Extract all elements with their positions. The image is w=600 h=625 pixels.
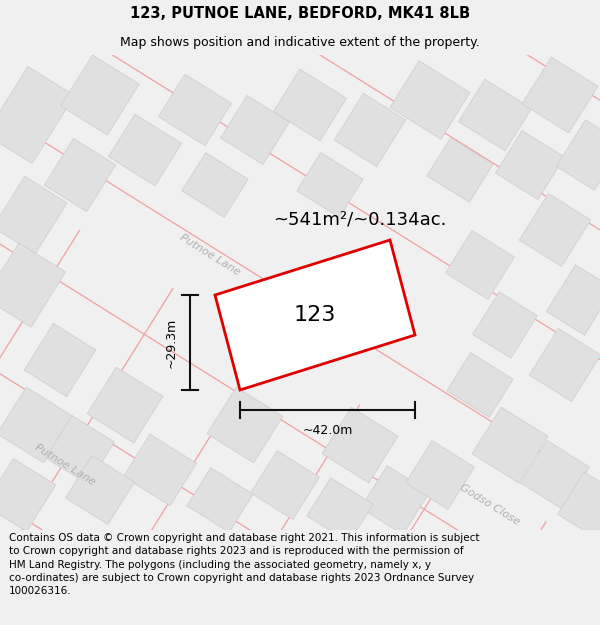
Polygon shape <box>473 292 538 358</box>
Polygon shape <box>519 193 591 267</box>
Polygon shape <box>322 407 398 483</box>
Polygon shape <box>496 131 565 199</box>
Polygon shape <box>221 96 289 164</box>
Polygon shape <box>46 416 115 484</box>
Text: ~541m²/~0.134ac.: ~541m²/~0.134ac. <box>274 211 446 229</box>
Polygon shape <box>158 74 232 146</box>
Text: 123: 123 <box>294 305 336 325</box>
Text: Putnoe Lane: Putnoe Lane <box>178 232 242 278</box>
Polygon shape <box>458 79 532 151</box>
Text: Godso Close: Godso Close <box>458 482 522 528</box>
Polygon shape <box>0 66 74 164</box>
Polygon shape <box>182 152 248 218</box>
Polygon shape <box>529 328 600 402</box>
Text: Putnoe Lane: Putnoe Lane <box>33 442 97 488</box>
Polygon shape <box>215 240 415 390</box>
Text: ~42.0m: ~42.0m <box>302 424 353 437</box>
Polygon shape <box>44 138 116 212</box>
Polygon shape <box>547 265 600 335</box>
Polygon shape <box>334 93 406 167</box>
Polygon shape <box>446 231 514 299</box>
Polygon shape <box>87 367 163 443</box>
Polygon shape <box>0 243 65 327</box>
Polygon shape <box>187 468 253 532</box>
Polygon shape <box>557 472 600 538</box>
Text: Map shows position and indicative extent of the property.: Map shows position and indicative extent… <box>120 36 480 49</box>
Text: ~29.3m: ~29.3m <box>165 318 178 368</box>
Polygon shape <box>274 69 347 141</box>
Polygon shape <box>390 61 470 139</box>
Polygon shape <box>0 458 56 532</box>
Text: Contains OS data © Crown copyright and database right 2021. This information is : Contains OS data © Crown copyright and d… <box>9 533 479 596</box>
Polygon shape <box>472 407 548 483</box>
Polygon shape <box>0 176 67 254</box>
Polygon shape <box>307 478 373 542</box>
Polygon shape <box>297 152 363 218</box>
Polygon shape <box>447 352 513 418</box>
Polygon shape <box>522 57 598 133</box>
Polygon shape <box>0 387 73 463</box>
Polygon shape <box>427 138 493 202</box>
Polygon shape <box>361 466 430 534</box>
Polygon shape <box>251 451 319 519</box>
Polygon shape <box>521 441 589 509</box>
Polygon shape <box>556 120 600 190</box>
Polygon shape <box>406 441 475 509</box>
Polygon shape <box>207 387 283 463</box>
Text: 123, PUTNOE LANE, BEDFORD, MK41 8LB: 123, PUTNOE LANE, BEDFORD, MK41 8LB <box>130 6 470 21</box>
Polygon shape <box>24 323 96 397</box>
Polygon shape <box>124 434 197 506</box>
Polygon shape <box>109 114 182 186</box>
Polygon shape <box>61 55 139 135</box>
Polygon shape <box>65 456 134 524</box>
